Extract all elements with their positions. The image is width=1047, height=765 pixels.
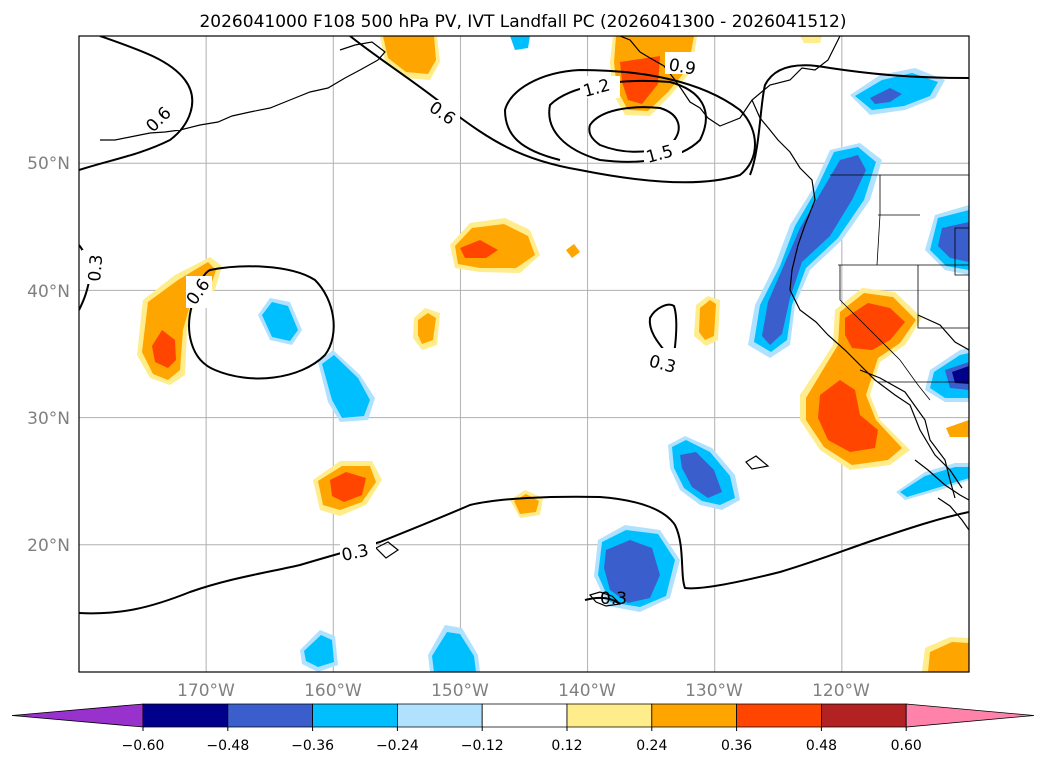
negative-anomaly-mid: [258, 298, 740, 510]
colorbar-tick-label: 0.36: [721, 738, 752, 754]
contour-label: 0.3: [85, 254, 107, 283]
colorbar-segment-1: [142, 703, 229, 728]
map-content: 0.6 0.6 0.3 0.6 1.2 1.5 0.9 0.3 0.3 0.3: [79, 36, 969, 672]
contour-label: 0.3: [600, 589, 627, 609]
colorbar-extend-max: [905, 703, 1035, 728]
lon-label-150w: 150°W: [431, 681, 489, 701]
colorbar-tick-label: 0.60: [891, 738, 922, 754]
shaded-field: [137, 36, 969, 672]
colorbar-extend-min: [11, 703, 144, 728]
colorbar-segment-2: [227, 703, 314, 728]
contour-label: 0.9: [667, 55, 697, 79]
lon-label-130w: 130°W: [685, 681, 743, 701]
lon-label-120w: 120°W: [812, 681, 870, 701]
positive-anomaly-california: [800, 36, 969, 672]
map-background: [79, 36, 969, 672]
negative-anomaly-coast: [748, 143, 882, 358]
colorbar-tick-label: 0.12: [551, 738, 582, 754]
colorbar-tick-label: 0.24: [636, 738, 667, 754]
lon-label-170w: 170°W: [177, 681, 235, 701]
colorbar-segment-6: [566, 703, 653, 728]
coastlines: [100, 36, 969, 607]
positive-anomaly-center: [450, 218, 540, 273]
lat-label-20n: 20°N: [27, 536, 70, 556]
colorbar: −0.60 −0.48 −0.36 −0.24 −0.12 0.12 0.24 0.36 0.4…: [11, 703, 1035, 754]
lat-label-30n: 30°N: [27, 409, 70, 429]
colorbar-tick-label: −0.36: [291, 738, 334, 754]
colorbar-tick-label: −0.12: [461, 738, 504, 754]
pv-contours: [79, 36, 969, 615]
colorbar-tick-label: 0.48: [806, 738, 837, 754]
borders: [830, 174, 969, 401]
positive-anomaly-hawaii: [313, 461, 543, 518]
colorbar-tick-label: −0.48: [206, 738, 249, 754]
lon-label-140w: 140°W: [558, 681, 616, 701]
lat-label-50n: 50°N: [27, 154, 70, 174]
colorbar-tick-label: −0.24: [376, 738, 419, 754]
colorbar-segment-3: [312, 703, 398, 728]
negative-anomaly-east: [896, 205, 969, 500]
positive-anomaly-small-2: [694, 296, 720, 346]
colorbar-segment-4: [396, 703, 483, 728]
figure-title: 2026041000 F108 500 hPa PV, IVT Landfall…: [199, 12, 846, 32]
map-frame: [78, 35, 970, 673]
colorbar-segment-5: [481, 703, 568, 728]
lon-label-160w: 160°W: [304, 681, 362, 701]
latitude-labels: 50°N 40°N 30°N 20°N: [27, 154, 70, 556]
negative-anomaly-north: [510, 36, 945, 115]
longitude-labels: 170°W 160°W 150°W 140°W 130°W 120°W: [177, 681, 870, 701]
negative-anomaly-south: [300, 525, 680, 672]
lat-label-40n: 40°N: [27, 282, 70, 302]
colorbar-segment-8: [736, 703, 822, 728]
colorbar-segment-7: [651, 703, 737, 728]
colorbar-tick-label: −0.60: [122, 738, 165, 754]
colorbar-segment-9: [821, 703, 907, 728]
positive-anomaly-small-1: [413, 244, 580, 350]
